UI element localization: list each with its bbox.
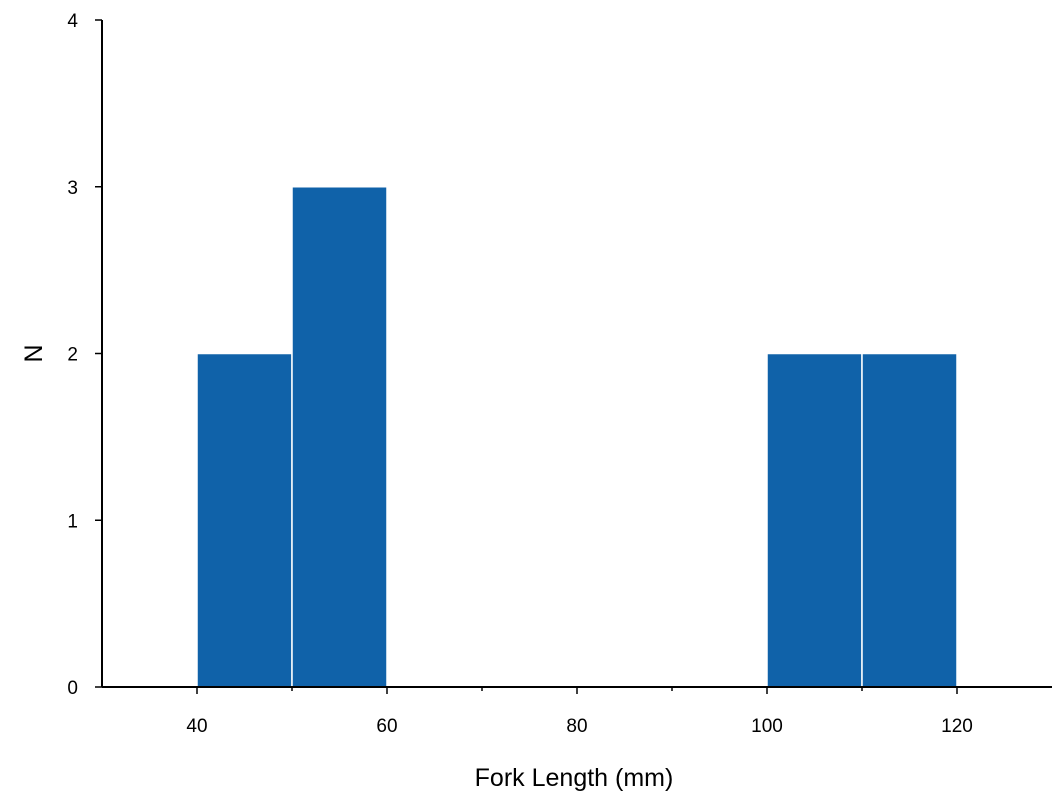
histogram-bar-50-60 bbox=[291, 186, 388, 688]
x-tick-label: 60 bbox=[376, 716, 397, 737]
x-tick-label: 80 bbox=[566, 716, 587, 737]
x-tick-label: 100 bbox=[751, 716, 783, 737]
histogram-bar-40-50 bbox=[196, 352, 293, 688]
histogram-bar-100-110 bbox=[766, 352, 863, 688]
x-tick-label: 40 bbox=[186, 716, 207, 737]
x-tick-label: 120 bbox=[941, 716, 973, 737]
bars-layer bbox=[196, 186, 958, 688]
y-tick-label: 2 bbox=[67, 345, 78, 366]
y-tick-label: 0 bbox=[67, 678, 78, 699]
ticks-layer: 0 1 2 3 4 40 60 80 100 120 bbox=[67, 11, 972, 737]
y-tick-label: 1 bbox=[67, 511, 78, 532]
y-tick-label: 3 bbox=[67, 178, 78, 199]
x-axis-title: Fork Length (mm) bbox=[475, 764, 674, 792]
y-axis-title: N bbox=[20, 344, 48, 362]
y-tick-label: 4 bbox=[67, 11, 78, 32]
histogram-bar-110-120 bbox=[861, 352, 958, 688]
